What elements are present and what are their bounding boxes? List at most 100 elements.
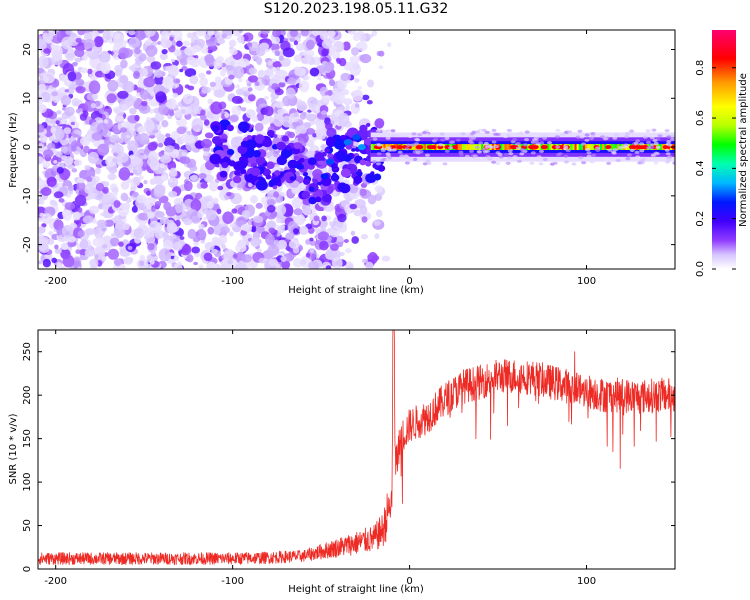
heatmap-cell [653, 141, 659, 146]
heatmap-cell [238, 78, 243, 83]
heatmap-cell [604, 157, 610, 161]
heatmap-cell [112, 191, 118, 197]
heatmap-cell [636, 145, 643, 150]
heatmap-cell [54, 248, 62, 254]
heatmap-cell [626, 153, 632, 157]
heatmap-cell [342, 41, 351, 51]
heatmap-cell [367, 254, 373, 260]
heatmap-cell [154, 201, 162, 207]
colorbar-tick-label: 0.8 [695, 60, 706, 76]
heatmap-cell [507, 156, 512, 160]
heatmap-cell [298, 124, 307, 134]
heatmap-cell [251, 115, 258, 123]
heatmap-cell [166, 222, 178, 234]
heatmap-cell [64, 202, 76, 211]
heatmap-cell [365, 173, 376, 184]
heatmap-cell [56, 166, 64, 174]
snr-frame [37, 329, 676, 570]
heatmap-cell [265, 174, 272, 180]
heatmap-cell [349, 183, 359, 194]
heatmap-cell [270, 42, 280, 52]
heatmap-cell [267, 129, 275, 137]
heatmap-cell [123, 256, 133, 265]
heatmap-cell [365, 261, 374, 269]
heatmap-cell [354, 103, 360, 108]
heatmap-cell [359, 205, 368, 215]
heatmap-cell [549, 144, 552, 150]
heatmap-cell [487, 145, 493, 149]
heatmap-cell [627, 144, 631, 150]
heatmap-cell [665, 160, 670, 164]
heatmap-cell [272, 30, 282, 38]
heatmap-cell [38, 94, 44, 106]
heatmap-cell [347, 30, 357, 35]
heatmap-cell [672, 161, 675, 165]
heatmap-cell [247, 42, 253, 47]
heatmap-cell [540, 145, 547, 150]
heatmap-cell [595, 146, 601, 150]
heatmap-cell [229, 114, 239, 123]
heatmap-cell [221, 33, 227, 39]
heatmap-cell [538, 144, 541, 150]
heatmap-cell [164, 145, 175, 153]
heatmap-cell [444, 149, 450, 153]
heatmap-cell [325, 265, 332, 269]
heatmap-cell [363, 137, 372, 146]
heatmap-cell [233, 66, 245, 79]
heatmap-cell [359, 188, 367, 197]
heatmap-cell [390, 129, 396, 133]
heatmap-cell [332, 256, 343, 269]
heatmap-cell [381, 144, 384, 150]
heatmap-cell [71, 145, 77, 152]
heatmap-cell [336, 235, 344, 242]
heatmap-cell [612, 148, 618, 152]
heatmap-cell [589, 136, 594, 141]
heatmap-cell [55, 151, 63, 158]
heatmap-cell [362, 94, 370, 101]
heatmap-cell [115, 108, 120, 114]
heatmap-cell [302, 111, 307, 117]
heatmap-cell [330, 173, 340, 182]
heatmap-cell [555, 128, 561, 132]
heatmap-cell [221, 244, 227, 250]
heatmap-cell [260, 30, 270, 35]
colorbar-tick-label: 0.6 [695, 110, 706, 126]
heatmap-cell [136, 194, 147, 204]
heatmap-cell [327, 236, 332, 242]
heatmap-cell [139, 260, 145, 267]
heatmap-cell [607, 148, 613, 152]
heatmap-cell [207, 30, 215, 35]
heatmap-cell [359, 53, 372, 64]
heatmap-cell [359, 124, 368, 133]
heatmap-cell [192, 31, 197, 36]
heatmap-cell [266, 204, 276, 213]
heatmap-cell [477, 150, 482, 154]
heatmap-cell [378, 50, 385, 57]
heatmap-cell [376, 152, 382, 156]
heatmap-cell [580, 144, 584, 150]
heatmap-cell [327, 30, 336, 38]
heatmap-cell [181, 151, 187, 158]
heatmap-cell [68, 115, 77, 122]
heatmap-cell [200, 182, 208, 189]
heatmap-cell [211, 124, 220, 132]
heatmap-cell [655, 145, 661, 149]
heatmap-cell [300, 30, 309, 37]
heatmap-cell [277, 108, 284, 115]
heatmap-cell [171, 58, 176, 63]
heatmap-cell [316, 128, 327, 140]
heatmap-cell [117, 90, 129, 99]
colorbar-ticks: 0.0 0.2 0.4 0.6 0.8 [695, 60, 736, 277]
heatmap-cell [121, 104, 129, 111]
heatmap-cell [176, 126, 187, 135]
heatmap-cell [629, 148, 635, 152]
heatmap-cell [536, 155, 542, 159]
heatmap-cell [524, 130, 530, 134]
heatmap-cell [222, 185, 228, 192]
heatmap-cell [258, 257, 267, 264]
heatmap-cell [136, 92, 141, 98]
heatmap-cell [92, 227, 104, 237]
heatmap-cell [98, 203, 104, 210]
heatmap-cell [103, 213, 109, 218]
heatmap-cell [439, 132, 445, 136]
